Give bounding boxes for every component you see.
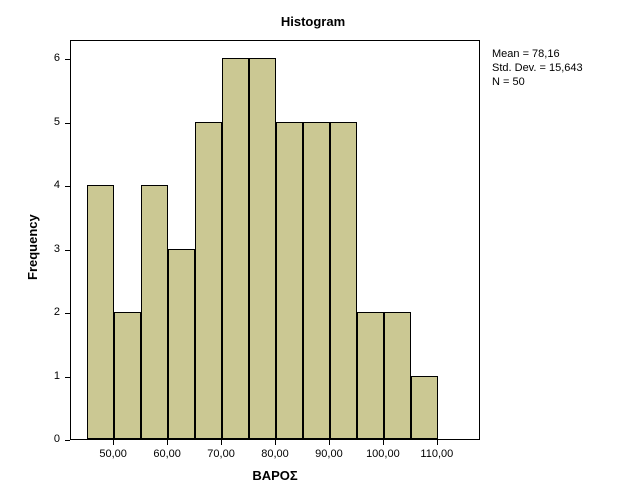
y-tick-label: 6 — [30, 52, 60, 64]
x-tick — [113, 440, 114, 445]
x-tick-label: 80,00 — [261, 448, 289, 460]
x-tick — [167, 440, 168, 445]
stats-box: Mean = 78,16 Std. Dev. = 15,643 N = 50 — [492, 48, 583, 89]
x-axis-label: ΒΑΡΟΣ — [70, 468, 480, 483]
x-tick-label: 100,00 — [366, 448, 400, 460]
y-tick-label: 0 — [30, 433, 60, 445]
histogram-bar — [195, 122, 222, 439]
y-tick-label: 3 — [30, 243, 60, 255]
y-tick — [65, 313, 70, 314]
histogram-bar — [303, 122, 330, 439]
stats-n: N = 50 — [492, 76, 583, 90]
histogram-bar — [357, 312, 384, 439]
histogram-bar — [114, 312, 141, 439]
stats-std: Std. Dev. = 15,643 — [492, 62, 583, 76]
x-tick — [437, 440, 438, 445]
x-tick-label: 70,00 — [207, 448, 235, 460]
x-tick — [275, 440, 276, 445]
y-tick — [65, 59, 70, 60]
x-tick — [221, 440, 222, 445]
stats-mean: Mean = 78,16 — [492, 48, 583, 62]
y-tick — [65, 250, 70, 251]
x-tick-label: 110,00 — [420, 448, 453, 460]
x-tick-label: 50,00 — [99, 448, 127, 460]
y-tick-label: 1 — [30, 370, 60, 382]
y-tick-label: 4 — [30, 179, 60, 191]
plot-area — [70, 40, 480, 440]
y-tick — [65, 123, 70, 124]
y-tick — [65, 377, 70, 378]
histogram-bar — [276, 122, 303, 439]
histogram-bar — [168, 249, 195, 439]
histogram-bar — [249, 58, 276, 439]
y-tick-label: 5 — [30, 116, 60, 128]
histogram-bar — [330, 122, 357, 439]
x-tick-label: 60,00 — [153, 448, 181, 460]
histogram-bar — [222, 58, 249, 439]
histogram-bar — [411, 376, 438, 439]
x-tick — [329, 440, 330, 445]
chart-canvas: Histogram Mean = 78,16 Std. Dev. = 15,64… — [0, 0, 626, 501]
y-tick-label: 2 — [30, 306, 60, 318]
histogram-bar — [87, 185, 114, 439]
chart-title: Histogram — [0, 14, 626, 29]
histogram-bar — [141, 185, 168, 439]
histogram-bar — [384, 312, 411, 439]
x-tick-label: 90,00 — [315, 448, 343, 460]
x-tick — [383, 440, 384, 445]
y-tick — [65, 186, 70, 187]
y-tick — [65, 440, 70, 441]
